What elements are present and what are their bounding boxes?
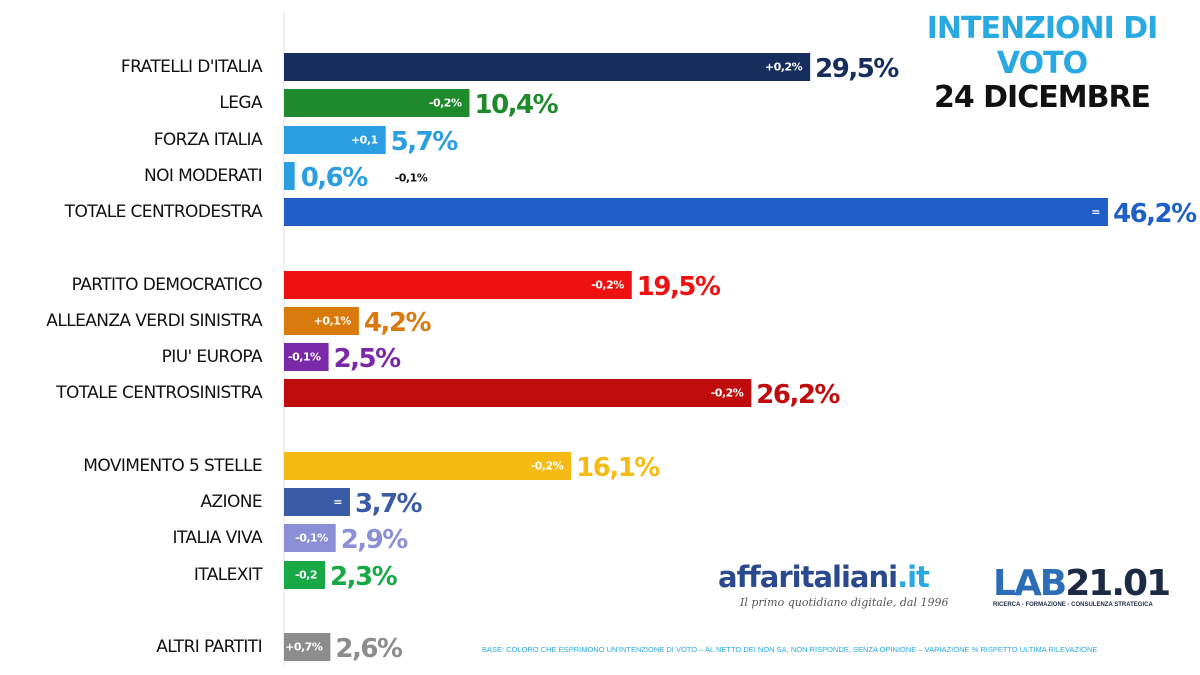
value-label: 2,3%: [330, 562, 398, 592]
chart-title: INTENZIONI DI VOTO 24 DICEMBRE: [922, 11, 1162, 116]
category-label: FORZA ITALIA: [154, 130, 263, 150]
change-label: -0,2%: [591, 279, 624, 292]
bar-row: ALTRI PARTITI +0,7% 2,6%: [156, 633, 404, 664]
value-label: 46,2%: [1113, 199, 1197, 229]
bar: [284, 162, 295, 190]
value-label: 10,4%: [474, 90, 558, 120]
category-label: ALLEANZA VERDI SINISTRA: [46, 311, 263, 331]
bar: [284, 633, 331, 661]
bar: [284, 126, 386, 154]
value-label: 0,6%: [301, 163, 369, 193]
brand-suffix: .it: [897, 560, 930, 594]
bar: [284, 488, 350, 516]
bar: [284, 452, 572, 480]
category-label: AZIONE: [200, 492, 262, 512]
change-label: +0,2%: [765, 61, 803, 74]
change-label: +0,7%: [285, 641, 323, 654]
bar-row: LEGA -0,2% 10,4%: [219, 89, 560, 120]
value-label: 2,9%: [341, 525, 409, 555]
change-label: -0,2%: [429, 97, 462, 110]
bar: [284, 307, 359, 335]
affaritaliani-logo: affaritaliani.it Il primo quotidiano dig…: [718, 560, 968, 609]
bar: [284, 524, 336, 552]
bar-row: TOTALE CENTROSINISTRA -0,2% 26,2%: [55, 379, 842, 410]
change-label: -0,1%: [395, 172, 428, 185]
bar-row: AZIONE = 3,7%: [200, 488, 424, 519]
bar-row: ALLEANZA VERDI SINISTRA +0,1% 4,2%: [46, 307, 433, 338]
category-label: TOTALE CENTROSINISTRA: [55, 383, 263, 403]
bar: [284, 343, 329, 371]
category-label: TOTALE CENTRODESTRA: [64, 202, 263, 222]
change-label: =: [333, 496, 342, 509]
value-label: 2,5%: [334, 344, 402, 374]
category-label: PARTITO DEMOCRATICO: [72, 275, 263, 295]
value-label: 29,5%: [815, 54, 899, 84]
lab2101-logo: LAB21.01 RICERCA - FORMAZIONE - CONSULEN…: [993, 563, 1173, 608]
footnote: BASE: COLORO CHE ESPRIMONO UN'INTENZIONE…: [482, 645, 1098, 654]
bar-row: NOI MODERATI -0,1% 0,6%: [144, 162, 428, 193]
bar-row: ITALEXIT -0,2 2,3%: [194, 561, 399, 592]
change-label: -0,2: [295, 569, 317, 582]
bar-row: FORZA ITALIA +0,1 5,7%: [154, 126, 460, 157]
category-label: ALTRI PARTITI: [156, 637, 262, 657]
value-label: 16,1%: [576, 453, 660, 483]
change-label: -0,2%: [531, 460, 564, 473]
value-label: 19,5%: [637, 272, 721, 302]
title-line-1: INTENZIONI DI: [926, 11, 1159, 46]
bar: [284, 198, 1108, 226]
bar-row: MOVIMENTO 5 STELLE -0,2% 16,1%: [83, 452, 662, 483]
change-label: +0,1%: [314, 315, 352, 328]
change-label: -0,2%: [711, 387, 744, 400]
bar-row: PARTITO DEMOCRATICO -0,2% 19,5%: [72, 271, 722, 302]
value-label: 4,2%: [364, 308, 432, 338]
brand-tagline: Il primo quotidiano digitale, dal 1996: [740, 596, 949, 609]
bar: [284, 89, 470, 117]
bar: [284, 379, 752, 407]
bar-row: TOTALE CENTRODESTRA = 46,2%: [64, 198, 1199, 229]
bar: [284, 561, 326, 589]
value-label: 2,6%: [335, 634, 403, 664]
change-label: =: [1091, 206, 1100, 219]
category-label: FRATELLI D'ITALIA: [121, 57, 263, 77]
category-label: ITALEXIT: [194, 565, 263, 585]
bar-row: ITALIA VIVA -0,1% 2,9%: [173, 524, 410, 555]
bar: [284, 271, 632, 299]
category-label: MOVIMENTO 5 STELLE: [83, 456, 262, 476]
lab-logo-part2: 21.01: [1065, 563, 1171, 604]
category-label: LEGA: [219, 93, 263, 113]
category-label: ITALIA VIVA: [173, 528, 263, 548]
title-date: 24 DICEMBRE: [933, 80, 1151, 115]
value-label: 5,7%: [391, 127, 459, 157]
change-label: -0,1%: [288, 351, 321, 364]
value-label: 3,7%: [355, 489, 423, 519]
lab-subtitle: RICERCA - FORMAZIONE - CONSULENZA STRATE…: [993, 602, 1153, 608]
bar: [284, 53, 811, 81]
category-label: NOI MODERATI: [144, 166, 262, 186]
change-label: -0,1%: [295, 532, 328, 545]
change-label: +0,1: [351, 134, 378, 147]
bar-row: FRATELLI D'ITALIA +0,2% 29,5%: [121, 53, 901, 84]
brand-name: affaritaliani: [718, 560, 898, 594]
value-label: 26,2%: [756, 380, 840, 410]
title-line-2: VOTO: [996, 45, 1088, 81]
lab-logo-part1: LAB: [993, 563, 1067, 604]
category-label: PIU' EUROPA: [162, 347, 263, 367]
bar-row: PIU' EUROPA -0,1% 2,5%: [162, 343, 403, 374]
